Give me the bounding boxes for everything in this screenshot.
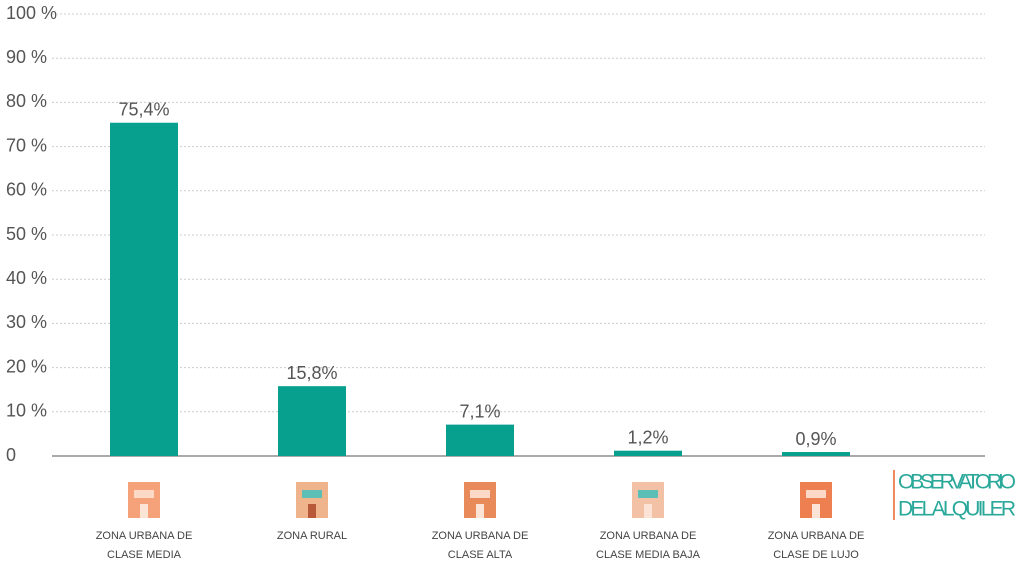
value-label: 0,9% [795, 429, 836, 449]
y-tick-label: 50 % [6, 224, 47, 244]
y-tick-label: 80 % [6, 91, 47, 111]
y-tick-label: 0 [6, 445, 16, 465]
bar [614, 450, 682, 456]
icon [812, 504, 820, 518]
x-tick-label: ZONA RURAL [276, 530, 348, 542]
y-tick-label: 40 % [6, 268, 47, 288]
y-tick-label: 90 % [6, 47, 47, 67]
logo-bar [893, 470, 895, 520]
icon [806, 490, 826, 498]
x-tick-label: ZONA URBANA DE CLASE DE LUJO [767, 530, 865, 561]
icon [476, 504, 484, 518]
y-tick-label: 20 % [6, 356, 47, 376]
bar [446, 424, 514, 456]
icon [644, 504, 652, 518]
y-tick-label: 30 % [6, 312, 47, 332]
bar [278, 386, 346, 456]
y-tick-label: 60 % [6, 180, 47, 200]
icon [470, 490, 490, 498]
logo-text: DEL ALQUILER [898, 498, 1016, 521]
y-tick-label: 70 % [6, 135, 47, 155]
value-label: 15,8% [286, 363, 337, 383]
icon [638, 490, 658, 498]
x-tick-label: ZONA URBANA DE CLASE ALTA [431, 530, 529, 561]
value-label: 7,1% [459, 401, 500, 421]
x-tick-label: ZONA URBANA DE CLASE MEDIA [95, 530, 193, 561]
icon [302, 490, 322, 498]
logo-text: OBSERVATORIO [898, 471, 1016, 494]
bar [782, 452, 850, 456]
y-tick-label: 10 % [6, 401, 47, 421]
x-tick-label: ZONA URBANA DE CLASE MEDIA BAJA [596, 530, 700, 561]
bar [110, 122, 178, 457]
icon [308, 504, 316, 518]
icon [140, 504, 148, 518]
value-label: 1,2% [627, 427, 668, 447]
y-tick-label: 100 % [6, 3, 57, 23]
value-label: 75,4% [118, 99, 169, 119]
icon [134, 490, 154, 498]
